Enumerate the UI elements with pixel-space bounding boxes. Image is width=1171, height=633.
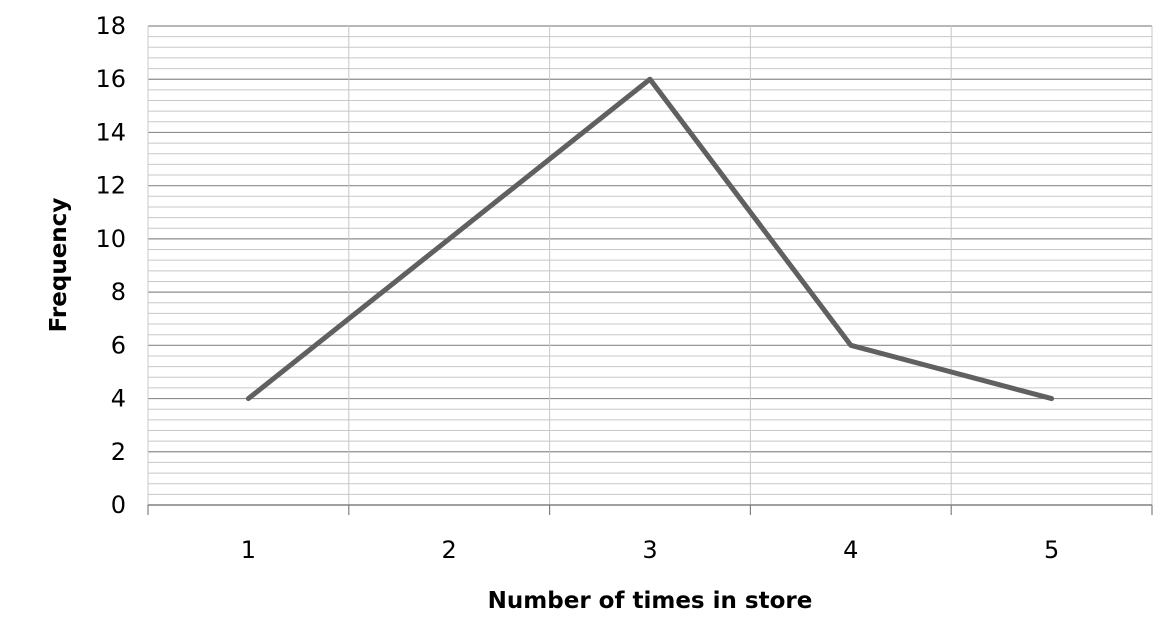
y-tick-label: 14 [95,118,126,146]
y-tick-label: 2 [111,438,126,466]
y-tick-label: 18 [95,12,126,40]
x-axis-tick-labels: 1 2 3 4 5 [241,536,1059,564]
y-axis-tick-labels: 0 2 4 6 8 10 12 14 16 18 [95,12,126,519]
y-tick-label: 16 [95,65,126,93]
y-tick-label: 6 [111,331,126,359]
x-axis-title: Number of times in store [488,588,813,614]
plot-area [147,25,1153,515]
y-tick-label: 8 [111,278,126,306]
y-tick-label: 0 [111,491,126,519]
y-axis-title: Frequency [46,198,72,333]
x-tick-label: 3 [642,536,657,564]
minor-gridlines [148,36,1152,495]
vertical-gridlines [147,26,1153,505]
y-tick-label: 12 [95,172,126,200]
y-tick-label: 10 [95,225,126,253]
x-axis-tick-marks [147,505,1153,515]
x-tick-label: 1 [241,536,256,564]
series-line [245,76,1055,402]
y-tick-label: 4 [111,385,126,413]
major-gridlines [148,25,1152,453]
x-tick-label: 5 [1044,536,1059,564]
x-tick-label: 2 [442,536,457,564]
series-layer [245,76,1055,402]
x-tick-label: 4 [843,536,858,564]
